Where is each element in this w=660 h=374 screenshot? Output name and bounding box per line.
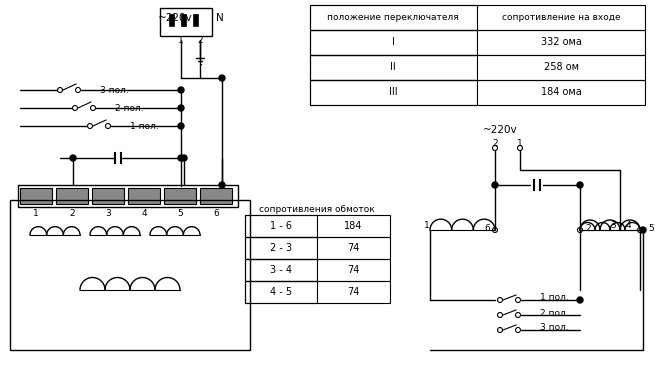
Bar [193, 14, 198, 26]
Text: 1: 1 [517, 138, 523, 147]
Bar [310, 5, 477, 30]
Text: 1: 1 [424, 221, 430, 230]
Bar [310, 80, 477, 105]
Circle shape [178, 105, 184, 111]
Circle shape [492, 182, 498, 188]
Text: 1: 1 [33, 208, 39, 218]
Text: I: I [391, 37, 395, 47]
Bar [92, 188, 124, 204]
Text: 2: 2 [492, 138, 498, 147]
Text: 5: 5 [177, 208, 183, 218]
Bar [181, 14, 186, 26]
Text: 3: 3 [610, 221, 616, 230]
Bar [169, 14, 174, 26]
Bar [200, 188, 232, 204]
Bar [20, 188, 52, 204]
Circle shape [219, 75, 225, 81]
Text: положение переключателя: положение переключателя [327, 12, 459, 21]
Text: 74: 74 [346, 265, 359, 275]
Bar [18, 185, 238, 207]
Text: ~220v: ~220v [482, 125, 517, 135]
Text: 3 пол.: 3 пол. [540, 324, 569, 332]
Circle shape [178, 123, 184, 129]
Circle shape [577, 297, 583, 303]
Circle shape [640, 227, 646, 233]
Text: 4 - 5: 4 - 5 [270, 287, 292, 297]
Text: 2 пол.: 2 пол. [115, 104, 144, 113]
Bar [245, 237, 317, 259]
Bar [310, 30, 477, 55]
Text: 4: 4 [141, 208, 147, 218]
Bar [56, 188, 88, 204]
Text: 1 пол.: 1 пол. [540, 294, 569, 303]
Text: 2 - 3: 2 - 3 [270, 243, 292, 253]
Text: сопротивления обмоток: сопротивления обмоток [259, 205, 375, 214]
Text: 6: 6 [484, 224, 490, 233]
Text: N: N [216, 13, 224, 23]
Text: 258 ом: 258 ом [543, 62, 579, 72]
Text: 2 пол.: 2 пол. [540, 309, 569, 318]
Text: 2: 2 [69, 208, 75, 218]
Bar [245, 237, 390, 259]
Bar [310, 5, 645, 30]
Bar [245, 281, 317, 303]
Bar [164, 188, 196, 204]
Bar [310, 55, 477, 80]
Text: сопротивление на входе: сопротивление на входе [502, 12, 620, 21]
Circle shape [577, 182, 583, 188]
Text: 4: 4 [625, 221, 631, 230]
Bar [160, 8, 212, 36]
Text: 74: 74 [346, 243, 359, 253]
Text: 3 - 4: 3 - 4 [270, 265, 292, 275]
Text: II: II [390, 62, 396, 72]
Bar [310, 80, 645, 105]
Text: 184 ома: 184 ома [541, 87, 581, 97]
Text: 332 ома: 332 ома [541, 37, 581, 47]
Text: 74: 74 [346, 287, 359, 297]
Text: 184: 184 [344, 221, 362, 231]
Text: 1 пол.: 1 пол. [130, 122, 159, 131]
Bar [245, 215, 390, 237]
Bar [245, 281, 390, 303]
Circle shape [70, 155, 76, 161]
Text: III: III [389, 87, 397, 97]
Bar [310, 55, 645, 80]
Text: 1: 1 [178, 36, 184, 45]
Bar [10, 200, 250, 350]
Text: ~220v: ~220v [158, 13, 192, 23]
Circle shape [219, 182, 225, 188]
Text: 2: 2 [585, 224, 591, 233]
Text: 5: 5 [648, 224, 654, 233]
Text: 1 - 6: 1 - 6 [270, 221, 292, 231]
Bar [245, 259, 317, 281]
Bar [245, 215, 317, 237]
Circle shape [181, 155, 187, 161]
Text: 2: 2 [197, 36, 203, 45]
Circle shape [178, 155, 184, 161]
Circle shape [178, 87, 184, 93]
Bar [245, 259, 390, 281]
Bar [310, 30, 645, 55]
Text: 6: 6 [213, 208, 219, 218]
Text: 3 пол.: 3 пол. [100, 86, 129, 95]
Text: 3: 3 [105, 208, 111, 218]
Bar [128, 188, 160, 204]
